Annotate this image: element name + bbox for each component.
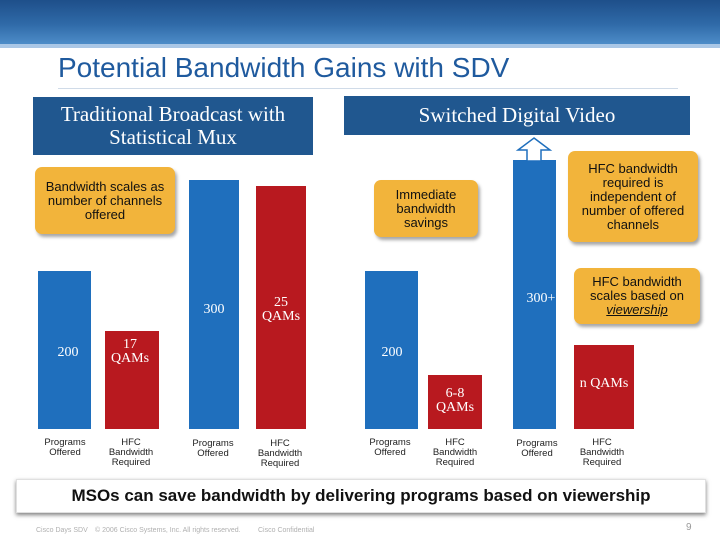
bar-programs-300 (189, 180, 239, 429)
axis-label-hfc-2: HFC Bandwidth Required (257, 438, 303, 469)
callout-immediate-savings: Immediate bandwidth savings (374, 180, 478, 237)
footer-confidential: Cisco Confidential (258, 527, 315, 534)
footer-event: Cisco Days SDV (36, 527, 88, 534)
bar-hfc-n-qams (574, 345, 634, 429)
slide-title: Potential Bandwidth Gains with SDV (58, 52, 510, 83)
bar-programs-200 (38, 271, 91, 429)
axis-label-hfc-1: HFC Bandwidth Required (108, 437, 154, 468)
bar-programs-sdv-200 (365, 271, 418, 429)
value-label-200: 200 (57, 345, 79, 360)
callout-independent-of-channels: HFC bandwidth required is independent of… (568, 151, 698, 242)
summary-banner: MSOs can save bandwidth by delivering pr… (16, 479, 706, 513)
value-label-25-qams: 25 QAMs (261, 295, 301, 324)
axis-label-hfc-4: HFC Bandwidth Required (579, 437, 625, 468)
value-label-17-qams: 17 QAMs (110, 337, 150, 366)
value-label-6-8-qams: 6-8 QAMs (435, 386, 475, 415)
axis-label-hfc-3: HFC Bandwidth Required (432, 437, 478, 468)
callout-viewership-emphasis: viewership (606, 302, 668, 317)
up-arrow-icon (515, 137, 553, 162)
axis-label-programs-1: Programs Offered (44, 437, 86, 458)
value-label-n-qams: n QAMs (579, 376, 629, 391)
axis-label-programs-3: Programs Offered (369, 437, 411, 458)
callout-viewership-text: HFC bandwidth scales based on (590, 274, 684, 303)
value-label-300-plus: 300+ (526, 291, 556, 306)
value-label-sdv-200: 200 (381, 345, 403, 360)
sdv-header: Switched Digital Video (344, 96, 690, 135)
title-divider (58, 88, 678, 89)
page-number: 9 (686, 522, 692, 533)
axis-label-programs-2: Programs Offered (192, 438, 234, 459)
axis-label-programs-4: Programs Offered (516, 438, 558, 459)
header-band (0, 0, 720, 44)
header-band-accent (0, 44, 720, 48)
callout-scales-with-viewership: HFC bandwidth scales based on viewership (574, 268, 700, 324)
bar-programs-sdv-300-plus (513, 160, 556, 429)
bar-hfc-25-qams (256, 186, 306, 429)
value-label-300: 300 (203, 302, 225, 317)
traditional-broadcast-header: Traditional Broadcast with Statistical M… (33, 97, 313, 155)
footer-copyright: © 2006 Cisco Systems, Inc. All rights re… (95, 527, 241, 534)
callout-scales-with-channels: Bandwidth scales as number of channels o… (35, 167, 175, 234)
bar-hfc-6-8-qams (428, 375, 482, 429)
bar-hfc-17-qams (105, 331, 159, 429)
